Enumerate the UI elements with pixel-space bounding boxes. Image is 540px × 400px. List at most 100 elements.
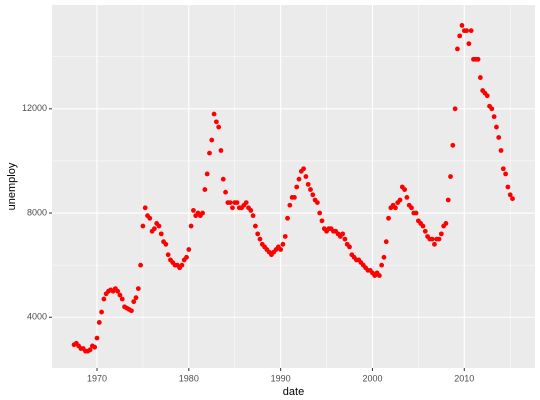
point [301, 166, 307, 172]
points [71, 23, 515, 354]
point [186, 247, 192, 252]
point [280, 241, 286, 247]
x-tick-label: 2010 [454, 373, 474, 383]
point [510, 196, 515, 202]
point [202, 187, 208, 192]
point [443, 221, 449, 226]
point [147, 215, 153, 221]
point [310, 192, 316, 198]
point [340, 231, 346, 237]
point [413, 210, 419, 216]
point [119, 296, 125, 302]
point [342, 236, 348, 242]
panel [52, 5, 535, 368]
point [477, 75, 483, 80]
point [500, 166, 506, 172]
grid [52, 5, 535, 368]
point [420, 223, 426, 229]
point [287, 202, 293, 208]
point [466, 41, 472, 47]
point [494, 124, 499, 130]
point [317, 210, 323, 216]
point [507, 192, 513, 198]
point [257, 236, 263, 242]
point [347, 244, 352, 250]
point [498, 148, 504, 153]
point [386, 215, 391, 221]
point [379, 262, 385, 268]
point [252, 223, 258, 229]
point [445, 197, 451, 203]
point [464, 28, 469, 34]
point [303, 174, 309, 179]
point [179, 262, 185, 268]
y-tick-label: 4000 [27, 312, 47, 322]
point [117, 292, 123, 298]
point [296, 176, 302, 182]
point [402, 187, 408, 192]
point [278, 247, 284, 252]
point [230, 205, 235, 211]
point [489, 106, 495, 112]
point [216, 124, 222, 130]
point [209, 137, 215, 143]
point [156, 223, 162, 229]
point [305, 181, 311, 187]
point [101, 296, 107, 302]
point [163, 241, 169, 247]
point [191, 208, 196, 213]
y-tick-label: 12000 [22, 103, 47, 113]
point [475, 56, 481, 62]
point [282, 234, 288, 239]
point [87, 347, 93, 353]
point [436, 236, 442, 242]
point [99, 309, 104, 315]
point [204, 171, 210, 177]
point [455, 46, 460, 52]
point [188, 223, 194, 229]
point [140, 223, 146, 229]
point [213, 119, 219, 125]
point [292, 195, 297, 200]
point [220, 176, 226, 182]
point [115, 288, 121, 294]
point [129, 308, 134, 314]
point [381, 254, 387, 260]
x-axis-title: date [283, 386, 304, 398]
point [218, 148, 224, 153]
x-tick-label: 1970 [87, 373, 107, 383]
point [452, 106, 458, 112]
point [505, 184, 511, 190]
x-tick-label: 2000 [362, 373, 382, 383]
point [429, 236, 435, 242]
point [457, 33, 463, 39]
x-tick-label: 1990 [271, 373, 291, 383]
point [133, 295, 139, 301]
point [142, 205, 148, 211]
point [450, 142, 456, 148]
point [393, 205, 398, 211]
point [135, 286, 141, 291]
point [92, 344, 98, 350]
point [319, 218, 325, 224]
point [468, 28, 474, 34]
point [496, 135, 502, 140]
point [397, 197, 403, 203]
point [404, 195, 410, 200]
point [314, 200, 320, 206]
point [248, 208, 254, 213]
point [138, 262, 144, 268]
point [158, 231, 164, 237]
point [200, 210, 205, 216]
point [255, 231, 261, 237]
point [96, 320, 102, 325]
point [438, 231, 444, 237]
point [234, 200, 240, 206]
point [227, 200, 233, 206]
point [484, 93, 490, 99]
point [94, 335, 100, 341]
point [491, 114, 497, 120]
x-tick-label: 1980 [179, 373, 199, 383]
